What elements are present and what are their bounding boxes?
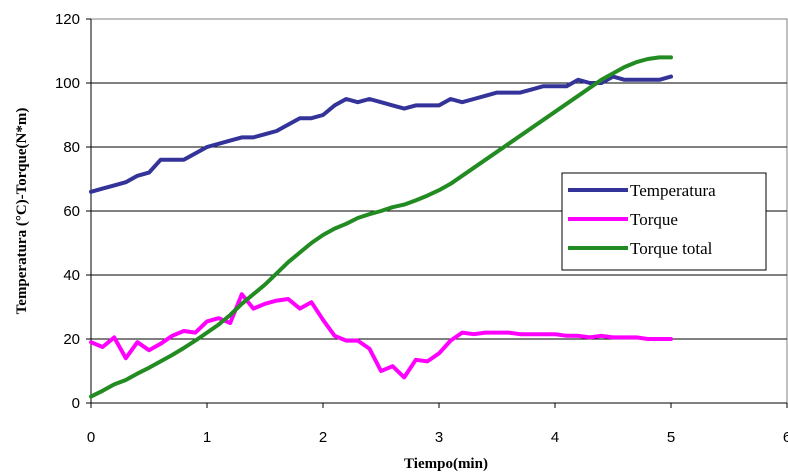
x-axis-title: Tiempo(min) [404,456,488,472]
legend-label-temperatura: Temperatura [630,181,716,200]
y-tick-label: 0 [72,395,80,412]
legend-label-torque: Torque [630,210,678,229]
legend: Temperatura Torque Torque total [561,172,767,271]
x-tick-label: 5 [667,429,675,446]
legend-label-torque-total: Torque total [630,239,713,258]
x-tick-labels: 0 1 2 3 4 5 6 [87,19,788,446]
series-line-temperatura [89,74,673,194]
y-tick-label: 60 [63,203,80,220]
x-tick-label: 4 [551,429,559,446]
x-tick-label: 0 [87,429,95,446]
x-tick-label: 6 [783,429,788,446]
y-tick-label: 80 [63,139,80,156]
x-tick-label: 3 [435,429,443,446]
y-tick-label: 40 [63,267,80,284]
series-lines [89,55,673,399]
y-tick-label: 120 [55,11,80,28]
x-tick-label: 1 [203,429,211,446]
y-tick-label: 20 [63,331,80,348]
y-tick-labels: 0 20 40 60 80 100 120 [55,11,91,412]
x-tick-label: 2 [319,429,327,446]
y-tick-label: 100 [55,75,80,92]
y-axis-title: Temperatura (°C)-Torque(N*m) [14,108,30,315]
series-line-torque-total [89,55,673,399]
series-line-torque [89,292,673,380]
